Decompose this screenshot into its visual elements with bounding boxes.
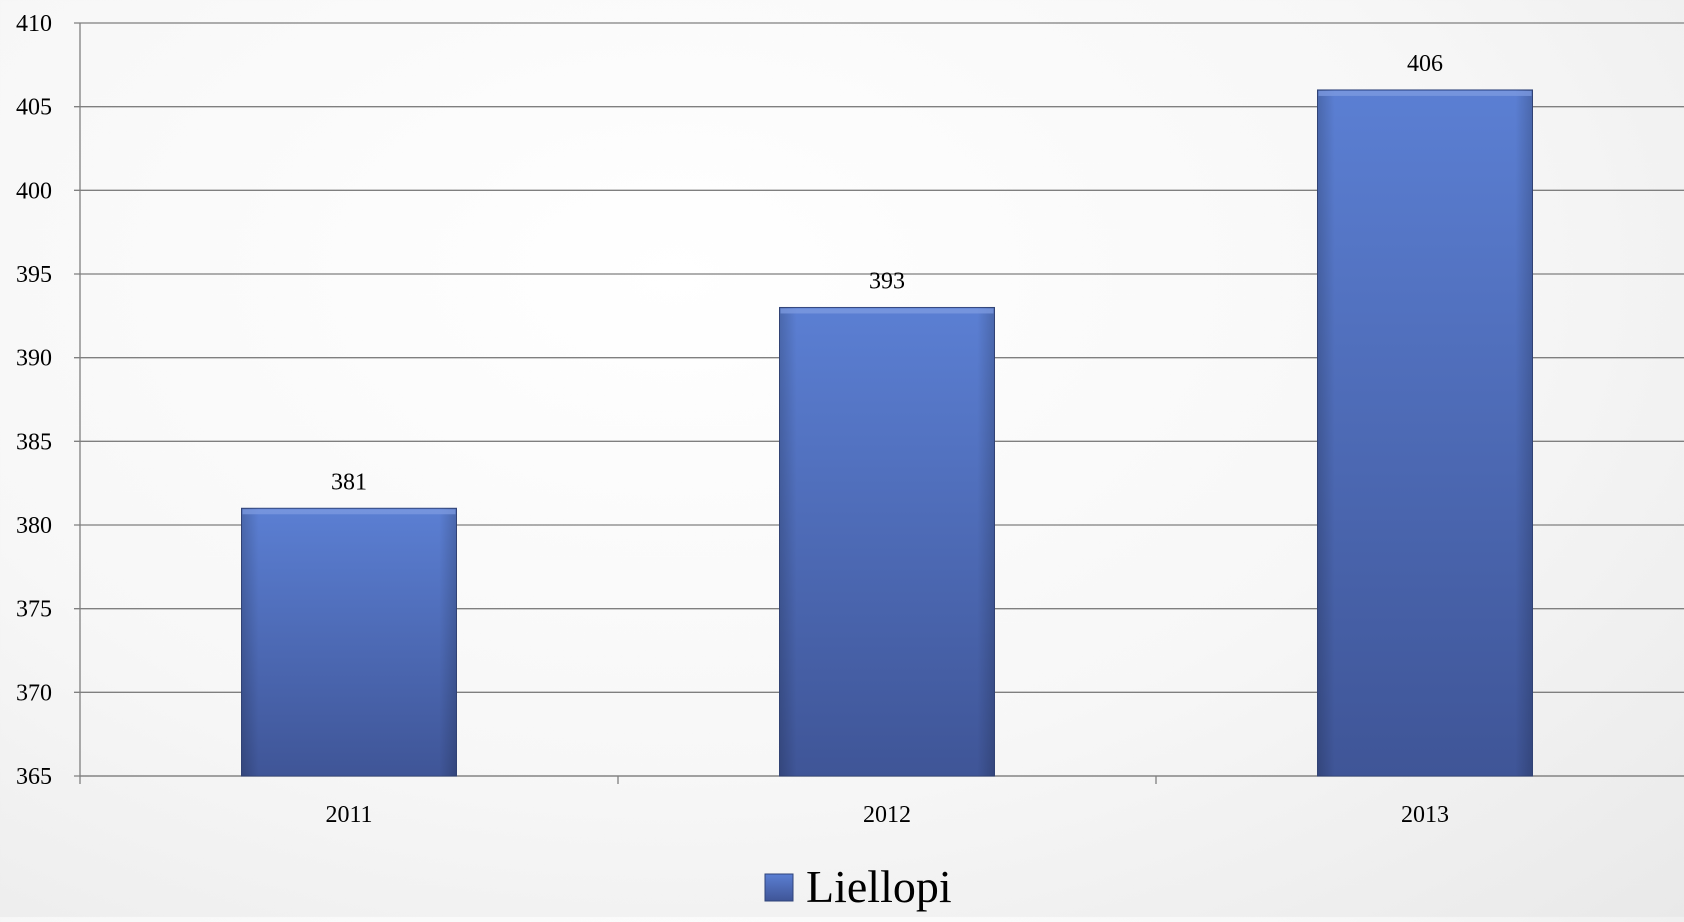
bar-highlight-2011 [242,509,456,515]
y-tick-label: 375 [16,597,52,623]
data-labels: 381 393 406 [331,51,1443,495]
y-tick-label: 405 [16,95,52,121]
y-tick-label: 380 [16,513,52,539]
x-tick-label-2013: 2013 [1401,802,1449,828]
legend: Liellopi [764,861,952,912]
x-tick-label-2012: 2012 [863,802,911,828]
y-tick-label: 400 [16,178,52,204]
bar-shade-2013 [1317,89,1533,776]
legend-label: Liellopi [806,861,952,912]
x-tick-label-2011: 2011 [325,802,372,828]
y-tick-label: 410 [16,11,52,37]
y-tick-label: 395 [16,262,52,288]
y-tick-label: 370 [16,680,52,706]
legend-swatch [764,873,794,902]
bars [241,89,1533,777]
y-tick-label: 365 [16,764,52,790]
bar-highlight-2012 [780,308,994,314]
data-label-2013: 406 [1407,51,1443,77]
bar-shade-2011 [241,508,457,776]
y-tick-label: 385 [16,429,52,455]
data-label-2011: 381 [331,469,367,495]
bar-shade-2012 [779,307,995,776]
y-tick-label: 390 [16,346,52,372]
bar-highlight-2013 [1318,90,1532,96]
data-label-2012: 393 [869,268,905,294]
